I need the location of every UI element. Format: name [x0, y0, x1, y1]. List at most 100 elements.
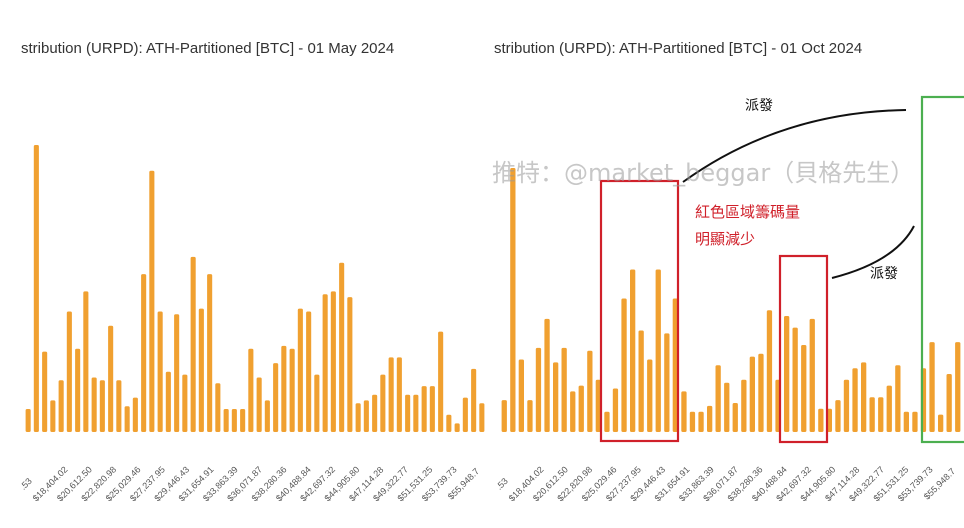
distribute-curve-right — [831, 225, 915, 279]
bar — [42, 351, 48, 432]
bar — [801, 345, 807, 432]
bar — [182, 374, 188, 432]
bar — [638, 330, 644, 432]
bar — [912, 411, 918, 432]
bar — [223, 409, 229, 432]
bar — [438, 331, 444, 432]
bar — [355, 403, 361, 432]
bar — [630, 269, 636, 432]
bar — [297, 308, 303, 432]
bar — [544, 318, 550, 432]
red-box-small — [778, 254, 829, 444]
bar — [347, 297, 353, 432]
bar — [672, 298, 678, 432]
bar — [421, 386, 427, 432]
ticks-oct: .53$18,404.02$20,612.50$22,820.98$25,029… — [494, 464, 957, 503]
x-tick-label: .53 — [18, 476, 34, 492]
bar — [664, 333, 670, 432]
bar — [698, 411, 704, 432]
distribute-label-right: 派發 — [870, 266, 898, 282]
bar — [878, 397, 884, 432]
bar — [929, 342, 935, 432]
bar — [314, 374, 320, 432]
bar — [886, 385, 892, 432]
bar — [405, 394, 411, 432]
bar — [339, 262, 345, 432]
bar — [570, 391, 576, 432]
bar — [809, 318, 815, 432]
bar — [108, 325, 114, 432]
bar — [190, 256, 196, 432]
bar — [852, 368, 858, 432]
bar — [784, 316, 790, 432]
bar — [124, 406, 130, 432]
bar — [83, 291, 89, 432]
bar — [518, 359, 524, 432]
bar — [655, 269, 661, 432]
bar — [454, 423, 460, 432]
bar — [388, 357, 394, 432]
bar — [75, 348, 81, 432]
bar — [715, 365, 721, 432]
bar — [749, 356, 755, 432]
bar — [281, 345, 287, 432]
bar — [835, 400, 841, 432]
bar — [741, 379, 747, 432]
bar — [707, 405, 713, 432]
bar — [207, 274, 213, 432]
bar — [446, 414, 452, 432]
bar — [818, 408, 824, 432]
bar — [306, 311, 312, 432]
bar — [413, 394, 419, 432]
bar — [25, 409, 31, 432]
bar — [58, 380, 64, 432]
bar — [510, 168, 516, 432]
bars-may — [25, 145, 485, 433]
bar — [240, 409, 246, 432]
red-box-large — [599, 179, 680, 443]
bar — [535, 347, 542, 432]
bar — [215, 383, 221, 432]
bar — [231, 409, 237, 432]
bar — [612, 388, 619, 432]
bar — [621, 298, 627, 432]
bar — [553, 362, 559, 432]
bar — [380, 374, 386, 432]
bar — [165, 371, 171, 432]
bar — [604, 411, 610, 432]
chart-title-may: stribution (URPD): ATH-Partitioned [BTC]… — [21, 40, 394, 57]
bar — [501, 400, 507, 432]
red-annotation-line1: 紅色區域籌碼量 — [695, 203, 800, 221]
bar — [587, 350, 593, 432]
bar — [946, 374, 952, 432]
bar — [116, 380, 122, 432]
bar — [273, 363, 279, 432]
bar — [561, 347, 567, 432]
bar — [141, 274, 147, 432]
bar — [689, 411, 696, 432]
bar — [372, 394, 378, 432]
bar — [330, 291, 336, 432]
bar — [429, 386, 435, 432]
bar — [256, 377, 262, 432]
bar — [647, 359, 653, 432]
bar — [843, 379, 850, 432]
bar — [198, 308, 204, 432]
bar — [363, 400, 369, 432]
bar — [396, 357, 402, 432]
ticks-may: .53$18,404.02$20,612.50$22,820.98$25,029… — [18, 464, 481, 503]
distribute-curve-top — [682, 109, 907, 183]
red-annotation-line2: 明顯減少 — [695, 230, 755, 248]
bar — [903, 411, 909, 432]
bar — [174, 314, 180, 432]
bar — [595, 379, 601, 432]
bar — [462, 397, 468, 432]
bar — [264, 400, 270, 432]
distribute-label-top: 派發 — [745, 98, 773, 114]
bar — [578, 385, 584, 432]
bar — [132, 397, 138, 432]
x-tick-label: .53 — [494, 476, 510, 492]
bar — [149, 170, 155, 433]
bar — [732, 403, 738, 432]
bar — [792, 327, 798, 432]
